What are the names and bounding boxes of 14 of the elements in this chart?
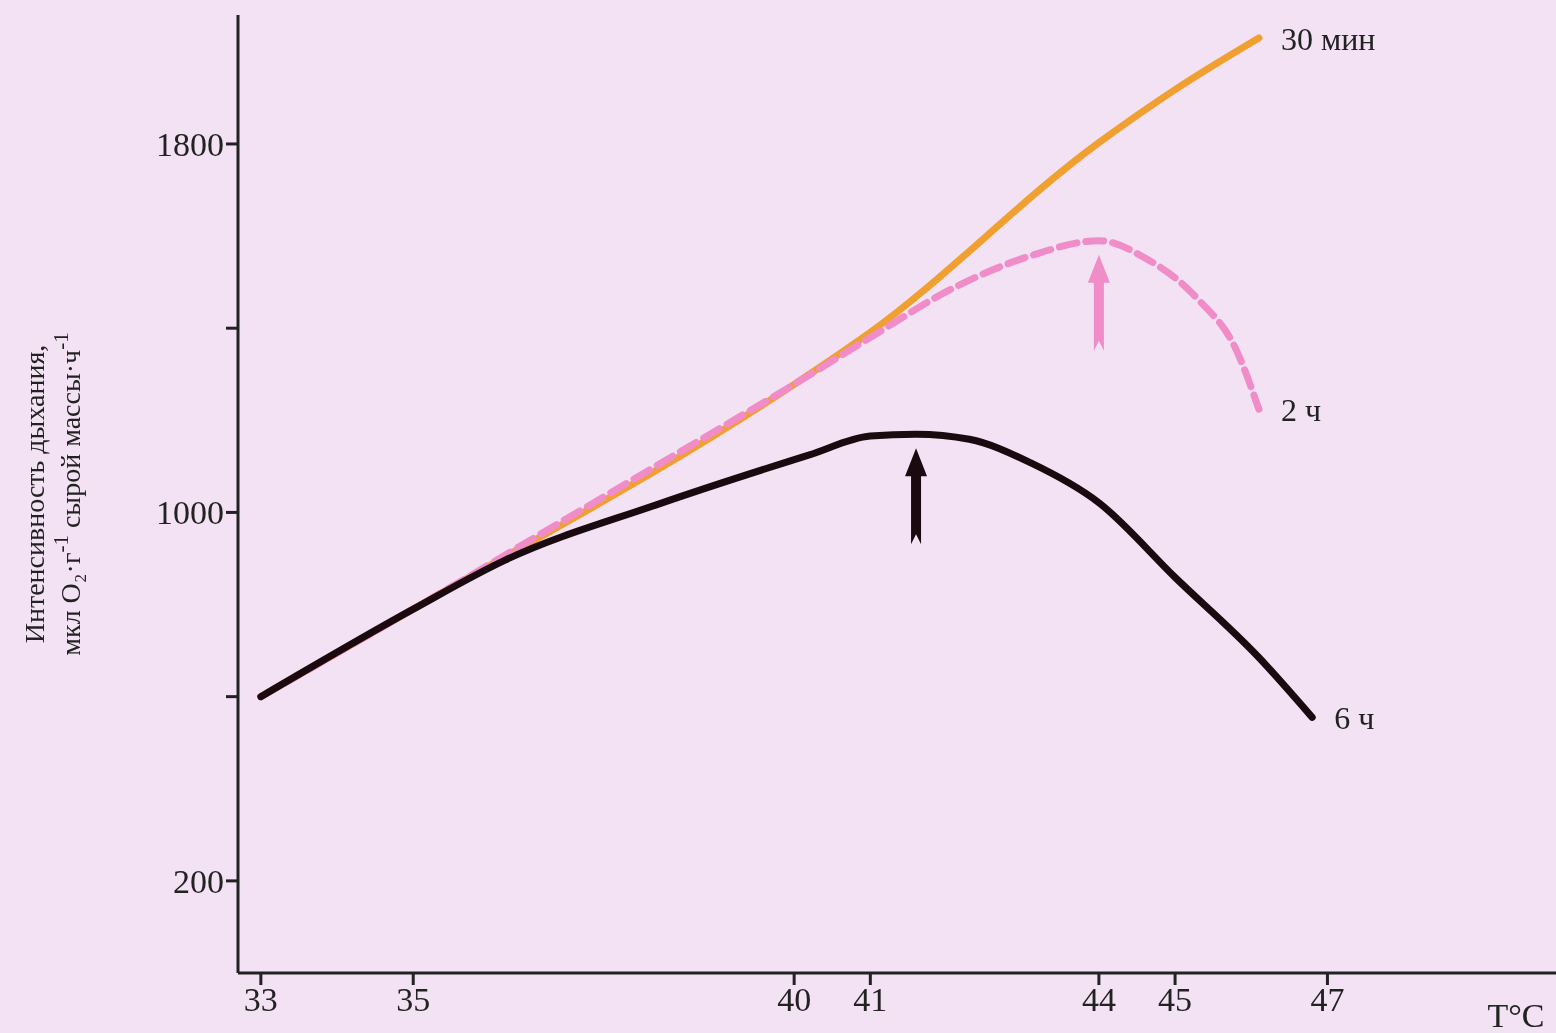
x-tick-label: 44 bbox=[1081, 981, 1116, 1019]
series-label: 30 мин bbox=[1280, 21, 1376, 58]
y-tick-label: 200 bbox=[173, 862, 224, 900]
x-tick-label: 40 bbox=[777, 981, 812, 1019]
y-tick-label: 1800 bbox=[156, 126, 224, 164]
x-tick-label: 45 bbox=[1158, 981, 1193, 1019]
x-tick-label: 41 bbox=[853, 981, 888, 1019]
x-tick-label: 47 bbox=[1310, 981, 1345, 1019]
x-axis-title: T°C bbox=[1487, 997, 1545, 1033]
x-tick-label: 35 bbox=[396, 981, 431, 1019]
y-tick-label: 1000 bbox=[156, 494, 224, 532]
series-label: 2 ч bbox=[1280, 392, 1321, 429]
series-label: 6 ч bbox=[1334, 700, 1375, 737]
x-tick-label: 33 bbox=[243, 981, 278, 1019]
